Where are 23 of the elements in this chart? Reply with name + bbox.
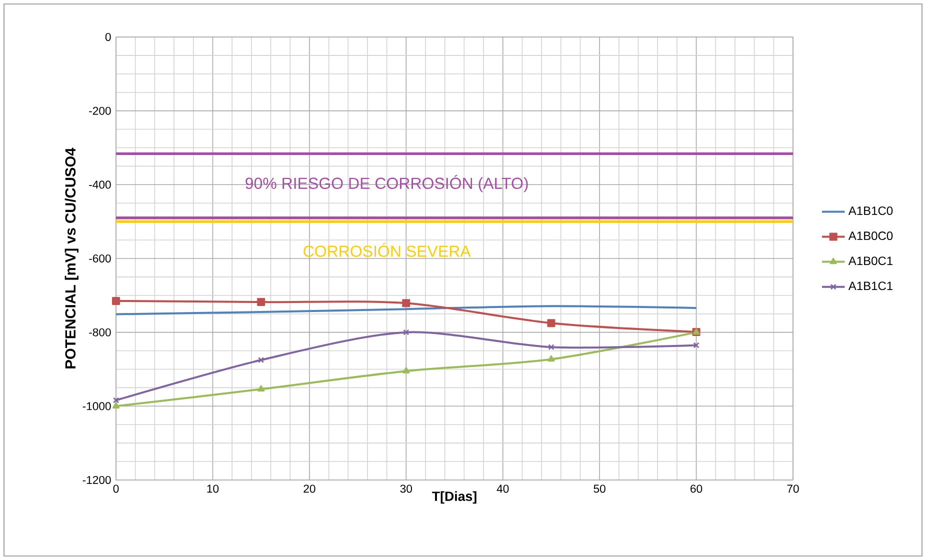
x-tick-label: 60 [690,484,702,493]
x-tick-label: 30 [400,484,412,493]
y-tick-label: -200 [89,106,111,115]
x-tick-label: 50 [594,484,606,493]
x-tick-label: 0 [113,484,119,493]
x-tick-label: 10 [207,484,219,493]
legend-label: A1B1C1 [848,282,892,290]
y-tick-label: -800 [89,328,111,336]
x-tick-label: 70 [787,484,799,493]
y-tick-label: 0 [105,32,111,41]
ref-line-label: CORROSIÓN SEVERA [304,242,471,257]
y-tick-label: -400 [89,180,111,189]
legend-label: A1B1C0 [848,206,893,216]
legend-label: A1B0C1 [848,256,892,266]
ref-line-label: 90% RIESGO DE CORROSIÓN (ALTO) [246,174,528,192]
y-tick-label: -1200 [82,476,111,484]
y-axis-title: POTENCIAL [mV] vs CU/CUSO4 [64,148,78,368]
x-tick-label: 20 [304,484,316,493]
y-tick-label: -1000 [82,402,111,410]
legend-label: A1B0C0 [848,232,893,240]
x-axis-title: T[Dias] [432,491,476,504]
x-tick-label: 40 [496,484,509,493]
y-tick-label: -600 [89,254,111,262]
